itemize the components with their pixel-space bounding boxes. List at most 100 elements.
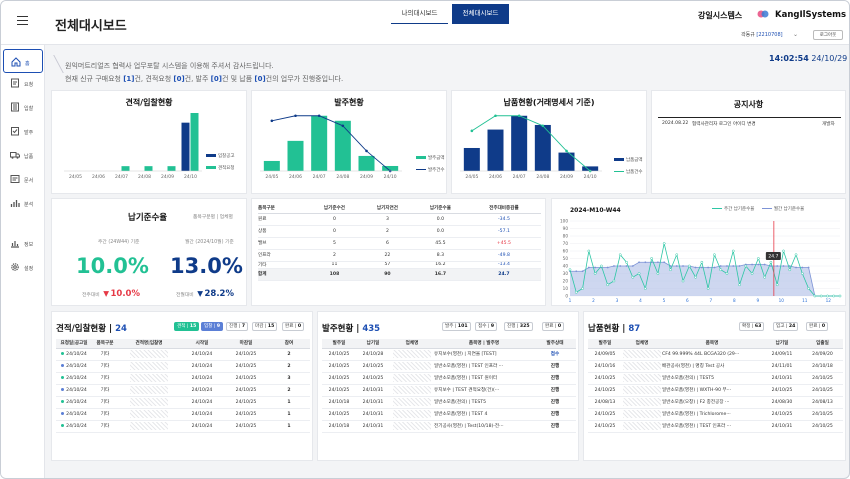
table-row[interactable]: 24/10/25 24/10/31 일반소모품(영천) | TEST 4 진행 — [322, 408, 576, 421]
col-header: 품목명 — [662, 339, 762, 349]
table-row[interactable]: 24/10/18 24/10/31 일반소모품(천의) | TEST5 진행 — [322, 396, 576, 409]
x-tick-label: 24/06 — [489, 174, 502, 180]
table-row[interactable]: 24/10/25 24/10/25 일반소모품(영천) | TEST 인프라 ···… — [322, 360, 576, 373]
weekly-point — [637, 272, 641, 275]
filter-order-pill[interactable]: 발주 | 101 — [442, 322, 471, 331]
redacted-cell — [622, 360, 662, 373]
filter-bid-pill[interactable]: 입찰 | 9 — [201, 322, 224, 331]
table-row[interactable]: 24/10/16 배관공사(영천) | 명칭 Test 공사 24/11/01 24/… — [588, 360, 843, 373]
redacted-cell — [622, 408, 662, 421]
logout-button[interactable]: 로그아웃 — [813, 30, 843, 40]
table-row[interactable]: 인프라 2 22 8.3 -49.8 — [258, 249, 541, 262]
table-row[interactable]: 24/10/25 24/10/28 유지보수(영천) | 지연올 [TEST] 접수 — [322, 348, 576, 361]
top-bar: 전체대시보드 나의대시보드 전체대시보드 강일시스템스 KangIlSystem… — [1, 1, 849, 45]
sidebar-item-delivery[interactable]: 납품 — [3, 143, 43, 167]
table-row[interactable]: 24/10/25 일반소모품(영천) | TEST 인프라 ··· 24/10/31… — [588, 420, 843, 433]
table-row[interactable]: 밸브 5 6 45.5 +45.5 — [258, 237, 541, 250]
col-header: 업체명 — [390, 339, 434, 349]
table-row[interactable]: 24/10/24 기타 24/10/24 24/10/25 2 — [56, 384, 310, 397]
sidebar-item-analysis[interactable]: 분석 — [3, 191, 43, 215]
redacted-cell — [118, 384, 180, 397]
filter-closed-pill[interactable]: 마감 | 15 — [252, 322, 278, 331]
filter-confirmed-pill[interactable]: 확정 | 63 — [739, 322, 765, 331]
filter-stocked-pill[interactable]: 입고 | 24 — [773, 322, 799, 331]
sidebar-item-settings[interactable]: 설정 — [3, 255, 43, 279]
sidebar-item-order[interactable]: 발주 — [3, 119, 43, 143]
sidebar-item-document[interactable]: 문서 — [3, 167, 43, 191]
sidebar-item-info[interactable]: 정보 — [3, 231, 43, 255]
table-row[interactable]: 24/10/24 기타 24/10/24 24/10/25 3 — [56, 372, 310, 385]
table-row[interactable]: 24/10/24 기타 24/10/24 24/10/25 2 — [56, 348, 310, 361]
filter-done-pill[interactable]: 완료 | 0 — [542, 322, 565, 331]
compliance-criteria-links[interactable]: 품목구분별 | 업체별 — [193, 215, 233, 220]
monthly-area — [570, 262, 840, 296]
tab-all-dashboard[interactable]: 전체대시보드 — [452, 4, 509, 24]
chart-legend: 발주금액 발주건수 — [416, 155, 445, 173]
y-tick-label: 90 — [563, 226, 569, 231]
sidebar-item-label: 요청 — [24, 82, 34, 88]
monthly-point — [776, 265, 779, 267]
table-row[interactable]: 24/10/25 일반소모품(영천) | WXTH-90 부··· 24/10/25… — [588, 384, 843, 397]
filter-done-pill[interactable]: 완료 | 0 — [806, 322, 829, 331]
table-row[interactable]: 24/10/25 24/10/25 일반소모품(영천) | TEST 원이터 진행 — [322, 372, 576, 385]
bar — [263, 160, 280, 171]
quote-bid-panel: 견적/입찰현황 | 24 견적 | 15 입찰 | 9 진행 | 7 마감 | … — [51, 311, 313, 461]
monthly-point — [631, 265, 634, 267]
status-dot-icon — [61, 411, 65, 415]
weekly-point — [731, 249, 735, 253]
filter-done-pill[interactable]: 완료 | 0 — [282, 322, 305, 331]
table-row[interactable]: 24/10/24 기타 24/10/24 24/10/25 2 — [56, 360, 310, 373]
weekly-line — [569, 243, 840, 297]
col-header: 납기준수율 — [413, 204, 467, 214]
sidebar-item-request[interactable]: 요청 — [3, 71, 43, 95]
table-row[interactable]: 24/10/25 일반소모품(영천) | Trichlorome··· 24/10/… — [588, 408, 843, 421]
monthly-point — [587, 266, 590, 269]
announcement-item[interactable]: 2024.08.22 협력사관리자 로그인 아이디 변경 개발자 — [662, 121, 842, 130]
table-row[interactable]: 상품 0 2 0.0 -57.1 — [258, 225, 541, 238]
table-row[interactable]: 24/10/25 일반소모품(천의) | TEST5 24/10/31 24/10/2… — [588, 372, 843, 385]
chevron-down-icon[interactable]: ⌄ — [793, 31, 799, 38]
table-row[interactable]: 24/10/24 기타 24/10/24 24/10/25 1 — [56, 420, 310, 433]
sidebar-item-label: 문서 — [24, 178, 34, 184]
sidebar-item-bid[interactable]: 입찰 — [3, 95, 43, 119]
x-tick-label: 12 — [826, 298, 832, 303]
table-row[interactable]: 24/08/13 일반소모품(오창) | F2 충전공장 ··· 24/08/30 2… — [588, 396, 843, 409]
participant-count: 1 — [268, 408, 310, 421]
weekly-point — [650, 257, 653, 260]
x-tick-label: 24/09 — [560, 174, 573, 180]
table-row[interactable]: 24/10/24 기타 24/10/24 24/10/25 1 — [56, 408, 310, 421]
chart-title: 발주현황 — [334, 98, 364, 107]
table-row[interactable]: 24/09/05 CF4 99.999% 44L BCGA320 (29··· 24… — [588, 348, 843, 361]
gear-icon — [11, 263, 19, 271]
weekly-point — [750, 272, 754, 275]
panel-title: 발주현황 | 435 — [322, 324, 381, 334]
dashboard-tabs: 나의대시보드 전체대시보드 — [391, 4, 513, 24]
filter-received-pill[interactable]: 접수 | 9 — [475, 322, 498, 331]
filter-progress-pill[interactable]: 진행 | 7 — [226, 322, 249, 331]
monthly-point — [581, 270, 584, 273]
table-row[interactable]: 24/10/18 24/10/31 전기공사(영천) | Test(10/18)-전… — [322, 420, 576, 433]
table-row[interactable]: 기타 11 57 16.2 -13.4 — [258, 261, 541, 269]
monthly-point — [801, 266, 804, 269]
clock-date: 24/10/29 — [811, 54, 848, 63]
x-tick-label: 24/10 — [384, 174, 397, 180]
x-tick-label: 2 — [592, 298, 595, 303]
redacted-cell — [390, 384, 434, 397]
col-header: 요청일|공고일 — [56, 339, 92, 349]
menu-icon[interactable] — [17, 16, 28, 25]
filter-quote-pill[interactable]: 견적 | 15 — [174, 322, 200, 331]
monthly-point — [682, 265, 684, 267]
x-tick-label: 24/10 — [184, 174, 197, 180]
status-dot-icon — [61, 375, 65, 379]
user-name: 곽동규 — [741, 32, 755, 38]
sidebar-item-home[interactable]: 홈 — [3, 49, 43, 73]
monthly-point — [663, 261, 666, 264]
table-row[interactable]: 24/10/24 기타 24/10/24 24/10/25 1 — [56, 396, 310, 409]
table-row[interactable]: 24/10/25 24/10/31 유지보수 | TEST 견적요청(건)(··· 진… — [322, 384, 576, 397]
monthly-point — [657, 261, 659, 264]
participant-count: 2 — [268, 384, 310, 397]
filter-progress-pill[interactable]: 진행 | 325 — [504, 322, 533, 331]
tab-my-dashboard[interactable]: 나의대시보드 — [391, 4, 448, 24]
table-row[interactable]: 원료 0 3 0.0 -34.5 — [258, 213, 541, 226]
